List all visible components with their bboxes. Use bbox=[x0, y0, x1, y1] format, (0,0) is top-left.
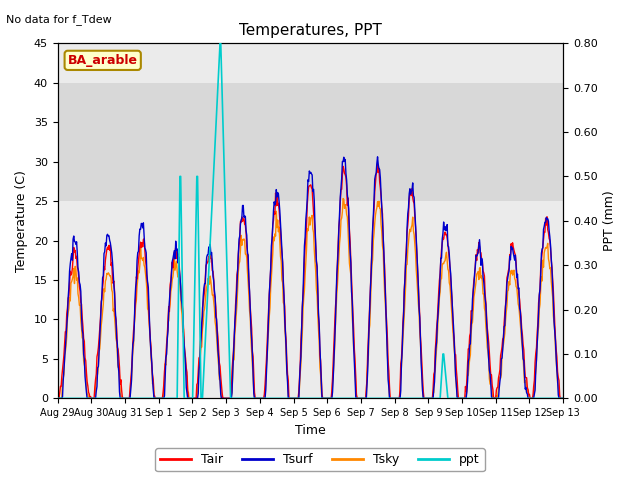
Legend: Tair, Tsurf, Tsky, ppt: Tair, Tsurf, Tsky, ppt bbox=[155, 448, 485, 471]
Text: No data for f_Tdew: No data for f_Tdew bbox=[6, 14, 112, 25]
Text: BA_arable: BA_arable bbox=[68, 54, 138, 67]
Y-axis label: PPT (mm): PPT (mm) bbox=[604, 191, 616, 251]
X-axis label: Time: Time bbox=[295, 424, 326, 437]
Title: Temperatures, PPT: Temperatures, PPT bbox=[239, 23, 382, 38]
Y-axis label: Temperature (C): Temperature (C) bbox=[15, 170, 28, 272]
Bar bbox=[58, 83, 563, 201]
